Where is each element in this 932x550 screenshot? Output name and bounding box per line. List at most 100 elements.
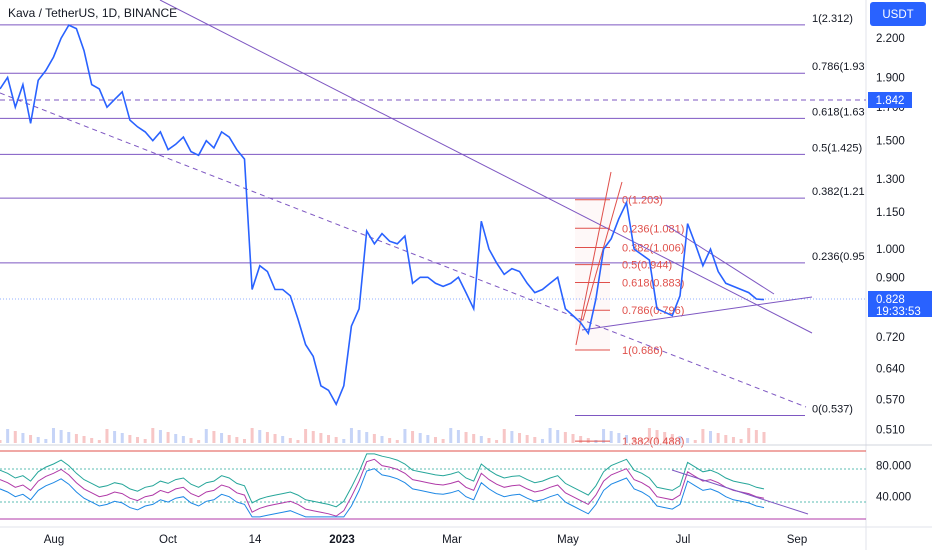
volume-bar bbox=[464, 432, 468, 443]
volume-bar bbox=[540, 439, 544, 443]
volume-bar bbox=[227, 435, 231, 443]
volume-bar bbox=[548, 428, 552, 443]
volume-bar bbox=[29, 435, 33, 443]
volume-bar bbox=[204, 429, 208, 443]
volume-bar bbox=[327, 435, 331, 443]
volume-bar bbox=[166, 432, 170, 443]
fib-level-label: 0.618(1.63 bbox=[812, 106, 865, 118]
volume-bar bbox=[747, 428, 751, 443]
trendline-dashed[interactable] bbox=[0, 92, 807, 408]
volume-bar bbox=[288, 438, 292, 443]
price-axis-tick: 0.510 bbox=[876, 424, 905, 436]
volume-bar bbox=[342, 439, 346, 443]
price-axis-tick: 1.000 bbox=[876, 244, 905, 256]
volume-bars bbox=[0, 428, 766, 443]
trendline-descending[interactable] bbox=[159, 0, 813, 334]
oscillator-pane bbox=[0, 450, 866, 520]
volume-bar bbox=[21, 433, 25, 443]
volume-bar bbox=[754, 430, 758, 443]
volume-bar bbox=[609, 431, 613, 443]
fib-small-label: 0(1.203) bbox=[622, 195, 663, 207]
volume-bar bbox=[395, 440, 399, 443]
fib-level-label: 0.236(0.95 bbox=[812, 251, 865, 263]
volume-bar bbox=[693, 440, 697, 443]
price-axis-tick: 2.200 bbox=[876, 33, 905, 45]
volume-bar bbox=[281, 436, 285, 443]
volume-bar bbox=[647, 428, 651, 443]
volume-bar bbox=[0, 440, 2, 443]
volume-bar bbox=[495, 440, 499, 443]
time-axis-label: Jul bbox=[676, 534, 691, 546]
volume-bar bbox=[97, 440, 101, 443]
last-price-tag-bg bbox=[868, 291, 932, 317]
volume-bar bbox=[655, 430, 659, 443]
volume-bar bbox=[67, 432, 71, 443]
price-axis-tick: 0.720 bbox=[876, 332, 905, 344]
volume-bar bbox=[479, 436, 483, 443]
volume-bar bbox=[265, 432, 269, 443]
volume-bar bbox=[670, 434, 674, 443]
fib-level-label: 0.382(1.21 bbox=[812, 186, 865, 198]
volume-bar bbox=[418, 433, 422, 443]
price-axis-tick: 1.500 bbox=[876, 136, 905, 148]
chart-title: Kava / TetherUS, 1D, BINANCE bbox=[8, 6, 177, 20]
volume-bar bbox=[44, 439, 48, 443]
volume-bar bbox=[449, 428, 453, 443]
volume-bar bbox=[197, 440, 201, 443]
volume-bar bbox=[426, 435, 430, 443]
volume-bar bbox=[36, 437, 40, 443]
price-axis-tick: 0.570 bbox=[876, 395, 905, 407]
currency-button-label[interactable]: USDT bbox=[882, 9, 913, 21]
volume-bar bbox=[678, 436, 682, 443]
fib-small-label: 1(0.686) bbox=[622, 345, 663, 357]
volume-bar bbox=[518, 433, 522, 443]
osc-envelope-lower bbox=[0, 468, 765, 518]
volume-bar bbox=[403, 429, 407, 443]
volume-bar bbox=[663, 432, 667, 443]
trendline-wedge-top[interactable] bbox=[665, 224, 775, 295]
volume-bar bbox=[586, 438, 590, 443]
price-axis: 2.2001.9001.7001.5001.3001.1501.0000.900… bbox=[876, 33, 905, 436]
osc-series-line bbox=[0, 458, 765, 517]
volume-bar bbox=[563, 432, 567, 443]
time-axis-label: 2023 bbox=[329, 534, 355, 546]
currency-button[interactable]: USDT bbox=[870, 2, 926, 26]
volume-bar bbox=[571, 434, 575, 443]
trendline-support[interactable] bbox=[581, 296, 813, 331]
volume-bar bbox=[372, 434, 376, 443]
volume-bar bbox=[105, 429, 109, 443]
time-axis-label: 14 bbox=[249, 534, 262, 546]
currency-button-bg[interactable] bbox=[870, 2, 926, 26]
fib-retracement: 1(2.312) 0.786(1.93 0.618(1.63 0.5(1.425) 0.… bbox=[0, 13, 865, 416]
fib-small-zone bbox=[575, 199, 610, 350]
osc-axis-tick: 80.000 bbox=[876, 461, 911, 473]
fib-small-label: 0.382(1.006) bbox=[622, 243, 684, 255]
volume-bar bbox=[334, 437, 338, 443]
price-axis-tick: 1.150 bbox=[876, 207, 905, 219]
volume-bar bbox=[716, 433, 720, 443]
time-axis-label: Aug bbox=[44, 534, 64, 546]
volume-bar bbox=[90, 438, 94, 443]
volume-bar bbox=[82, 436, 86, 443]
volume-bar bbox=[189, 438, 193, 443]
volume-bar bbox=[640, 439, 644, 443]
time-axis-label: May bbox=[557, 534, 579, 546]
volume-bar bbox=[242, 439, 246, 443]
osc-trendline[interactable] bbox=[671, 469, 809, 515]
volume-bar bbox=[441, 439, 445, 443]
volume-bar bbox=[701, 429, 705, 443]
time-axis-label: Oct bbox=[159, 534, 178, 546]
volume-bar bbox=[158, 430, 162, 443]
channel-line-red-1[interactable] bbox=[575, 171, 612, 346]
volume-bar bbox=[487, 438, 491, 443]
time-axis: Aug Oct 14 2023 Mar May Jul Sep bbox=[44, 534, 807, 546]
volume-bar bbox=[724, 435, 728, 443]
osc-axis-tick: 40.000 bbox=[876, 492, 911, 504]
last-price-tag: 0.828 19:33:53 bbox=[0, 291, 932, 318]
volume-bar bbox=[212, 431, 216, 443]
price-pane bbox=[0, 0, 866, 445]
volume-bar bbox=[128, 435, 132, 443]
volume-bar bbox=[51, 428, 55, 443]
volume-bar bbox=[319, 433, 323, 443]
